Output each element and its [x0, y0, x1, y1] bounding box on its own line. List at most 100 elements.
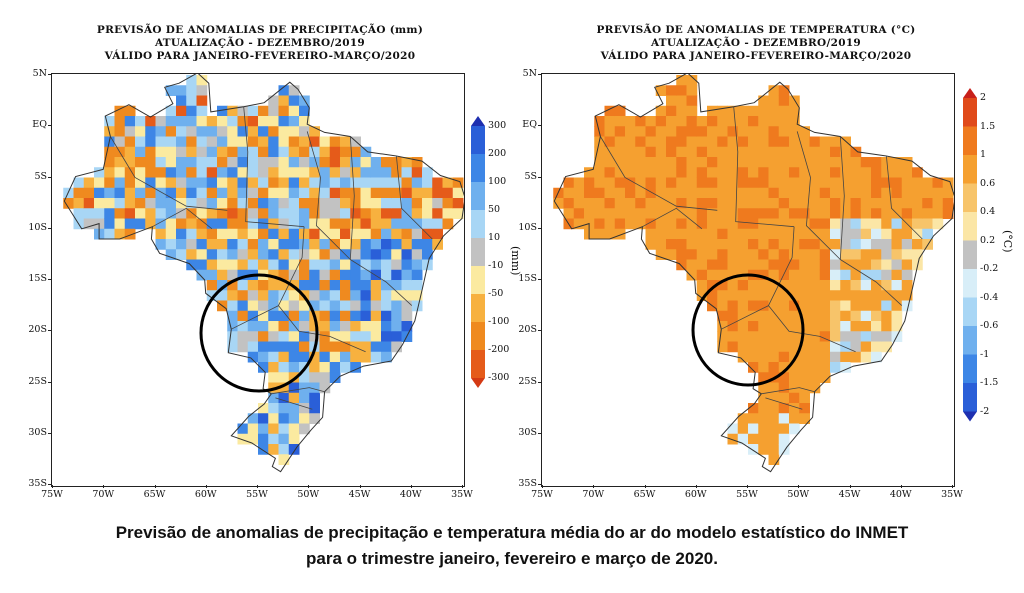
grid-cell: [594, 177, 605, 189]
grid-cell: [165, 239, 177, 250]
grid-cell: [155, 228, 167, 240]
grid-cell: [258, 116, 269, 127]
grid-cell: [881, 331, 892, 342]
grid-cell: [186, 177, 197, 189]
grid-cell: [707, 269, 718, 281]
grid-cell: [135, 116, 146, 127]
grid-cell: [655, 239, 667, 250]
grid-cell: [707, 157, 718, 168]
grid-cell: [165, 208, 177, 219]
grid-cell: [196, 167, 208, 178]
grid-cell: [186, 198, 197, 209]
grid-cell: [360, 331, 372, 342]
grid-cell: [696, 167, 708, 178]
grid-cell: [340, 362, 351, 373]
colorbar-label: 0.6: [980, 177, 996, 189]
precipitation-title-line-2: ATUALIZAÇÃO - DEZEMBRO/2019: [154, 37, 366, 49]
grid-cell: [401, 290, 413, 301]
grid-cell: [840, 280, 851, 291]
grid-cell: [563, 208, 575, 219]
lat-tick: [48, 74, 51, 75]
grid-cell: [350, 228, 361, 240]
grid-cell: [696, 269, 708, 281]
grid-cell: [401, 269, 413, 281]
grid-cell: [635, 167, 646, 178]
state-borders: [110, 106, 433, 410]
grid-cell: [686, 105, 698, 117]
grid-cell: [268, 239, 279, 250]
grid-cell: [350, 146, 361, 158]
grid-cell: [247, 218, 259, 230]
grid-cell: [850, 310, 862, 322]
grid-cell: [573, 218, 585, 230]
lat-tick: [48, 330, 51, 332]
grid-cell: [299, 280, 310, 291]
grid-cell: [860, 269, 872, 281]
grid-cell: [206, 290, 218, 301]
grid-cell: [594, 146, 605, 158]
grid-cell: [778, 290, 790, 301]
grid-cell: [799, 290, 810, 301]
grid-cell: [278, 310, 290, 322]
grid-cell: [932, 218, 944, 230]
grid-cell: [258, 403, 269, 414]
grid-cell: [329, 280, 341, 291]
grid-cell: [789, 228, 800, 240]
grid-cell: [350, 341, 361, 353]
grid-cell: [299, 146, 310, 158]
grid-cell: [830, 259, 841, 271]
grid-cell: [309, 382, 320, 394]
grid-cell: [186, 95, 197, 107]
grid-cell: [789, 290, 800, 301]
grid-cell: [748, 105, 759, 117]
grid-cell: [737, 341, 749, 353]
grid-cell: [635, 157, 646, 168]
grid-cell: [319, 331, 331, 342]
grid-cell: [329, 372, 341, 383]
grid-cell: [63, 187, 74, 199]
grid-cell: [268, 269, 279, 281]
grid-cell: [860, 177, 872, 189]
grid-cell: [809, 351, 821, 363]
grid-cell: [625, 136, 636, 148]
grid-cell: [614, 198, 626, 209]
grid-cell: [247, 433, 259, 445]
grid-cell: [452, 177, 464, 189]
grid-cell: [768, 126, 780, 137]
grid-cell: [830, 269, 841, 281]
grid-cell: [584, 177, 595, 189]
grid-cell: [584, 187, 595, 199]
grid-cell: [830, 362, 841, 373]
lat-tick-label: 20S: [518, 324, 537, 336]
grid-cell: [299, 105, 310, 117]
grid-cell: [871, 280, 882, 291]
grid-cell: [625, 187, 636, 199]
grid-cell: [319, 300, 331, 312]
grid-cell: [227, 331, 238, 342]
grid-cell: [830, 228, 841, 240]
grid-cell: [901, 157, 913, 168]
grid-cell: [768, 444, 780, 455]
grid-cell: [278, 331, 290, 342]
grid-cell: [840, 321, 851, 332]
grid-cell: [350, 321, 361, 332]
grid-cell: [563, 177, 575, 189]
grid-cell: [391, 341, 402, 353]
grid-cell: [860, 167, 872, 178]
grid-cell: [217, 126, 228, 137]
grid-cell: [717, 146, 728, 158]
grid-cell: [155, 146, 167, 158]
grid-cell: [737, 187, 749, 199]
grid-cell: [83, 187, 95, 199]
grid-cell: [268, 433, 279, 445]
grid-cell: [819, 136, 831, 148]
grid-cell: [411, 167, 423, 178]
grid-cell: [278, 157, 290, 168]
grid-cell: [912, 198, 923, 209]
grid-cell: [901, 300, 913, 312]
grid-cell: [676, 146, 687, 158]
grid-cell: [104, 198, 115, 209]
state-border: [642, 207, 703, 230]
grid-cell: [860, 157, 872, 168]
colorbar-swatch: [963, 354, 977, 383]
